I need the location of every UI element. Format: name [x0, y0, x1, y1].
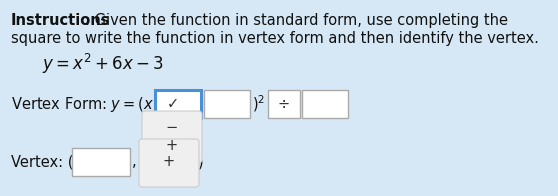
FancyBboxPatch shape: [72, 148, 130, 176]
Text: ✓: ✓: [167, 96, 179, 112]
Text: : Given the function in standard form, use completing the: : Given the function in standard form, u…: [85, 13, 508, 28]
FancyBboxPatch shape: [142, 111, 202, 163]
Text: −: −: [166, 120, 178, 134]
Text: Vertex Form: $y = (x$: Vertex Form: $y = (x$: [11, 94, 154, 113]
Text: +: +: [163, 154, 175, 170]
FancyBboxPatch shape: [204, 90, 250, 118]
FancyBboxPatch shape: [139, 139, 199, 187]
Text: ): ): [198, 154, 204, 170]
Text: $)^2$: $)^2$: [252, 94, 265, 114]
Text: Vertex: (: Vertex: (: [11, 154, 74, 170]
Text: ÷: ÷: [278, 96, 290, 112]
Text: square to write the function in vertex form and then identify the vertex.: square to write the function in vertex f…: [11, 31, 539, 46]
FancyBboxPatch shape: [268, 90, 300, 118]
FancyBboxPatch shape: [302, 90, 348, 118]
FancyBboxPatch shape: [155, 90, 201, 118]
Text: +: +: [166, 138, 178, 152]
Text: $y = x^{2} + 6x - 3$: $y = x^{2} + 6x - 3$: [42, 52, 163, 76]
Text: Instructions: Instructions: [11, 13, 110, 28]
Text: ,: ,: [132, 154, 137, 170]
